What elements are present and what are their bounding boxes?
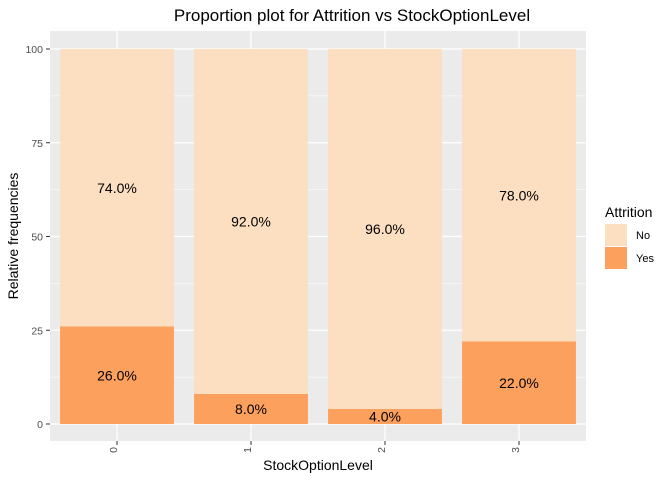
bars: [60, 49, 576, 424]
x-tick-label: 2: [376, 447, 388, 453]
data-label-no-2: 96.0%: [365, 221, 405, 237]
bar-no-2: [328, 49, 442, 409]
y-tick-label: 75: [31, 138, 43, 150]
data-label-no-0: 74.0%: [97, 180, 137, 196]
data-label-yes-0: 26.0%: [97, 367, 137, 383]
legend-key-yes: [605, 247, 627, 269]
legend: Attrition No Yes: [605, 204, 654, 269]
x-tick-label: 1: [242, 447, 254, 453]
chart-title: Proportion plot for Attrition vs StockOp…: [174, 6, 530, 25]
bar-yes-1: [194, 394, 308, 424]
bar-no-1: [194, 49, 308, 394]
y-axis-title: Relative frequencies: [5, 173, 21, 300]
y-tick-label: 25: [31, 325, 43, 337]
data-label-yes-3: 22.0%: [499, 375, 539, 391]
y-tick-label: 50: [31, 232, 43, 244]
x-axis-title: StockOptionLevel: [263, 457, 373, 473]
legend-label-yes: Yes: [636, 253, 654, 265]
y-tick-label: 100: [25, 44, 43, 56]
data-label-no-1: 92.0%: [231, 214, 271, 230]
y-axis: 0 25 50 75 100: [25, 44, 50, 431]
x-axis: 0 1 2 3: [108, 441, 522, 453]
x-tick-label: 0: [108, 447, 120, 453]
bar-yes-2: [328, 409, 442, 424]
bar-no-0: [60, 49, 174, 327]
legend-key-no: [605, 224, 627, 246]
y-tick-label: 0: [37, 419, 43, 431]
data-labels: 26.0% 74.0% 8.0% 92.0% 4.0% 96.0% 22.0% 78.0%: [97, 180, 539, 425]
bar-no-3: [462, 49, 576, 342]
legend-title: Attrition: [605, 204, 652, 220]
x-tick-label: 3: [510, 447, 522, 453]
data-label-no-3: 78.0%: [499, 187, 539, 203]
bar-yes-3: [462, 341, 576, 424]
bar-yes-0: [60, 326, 174, 424]
data-label-yes-2: 4.0%: [369, 409, 401, 425]
data-label-yes-1: 8.0%: [235, 401, 267, 417]
legend-label-no: No: [636, 230, 650, 242]
